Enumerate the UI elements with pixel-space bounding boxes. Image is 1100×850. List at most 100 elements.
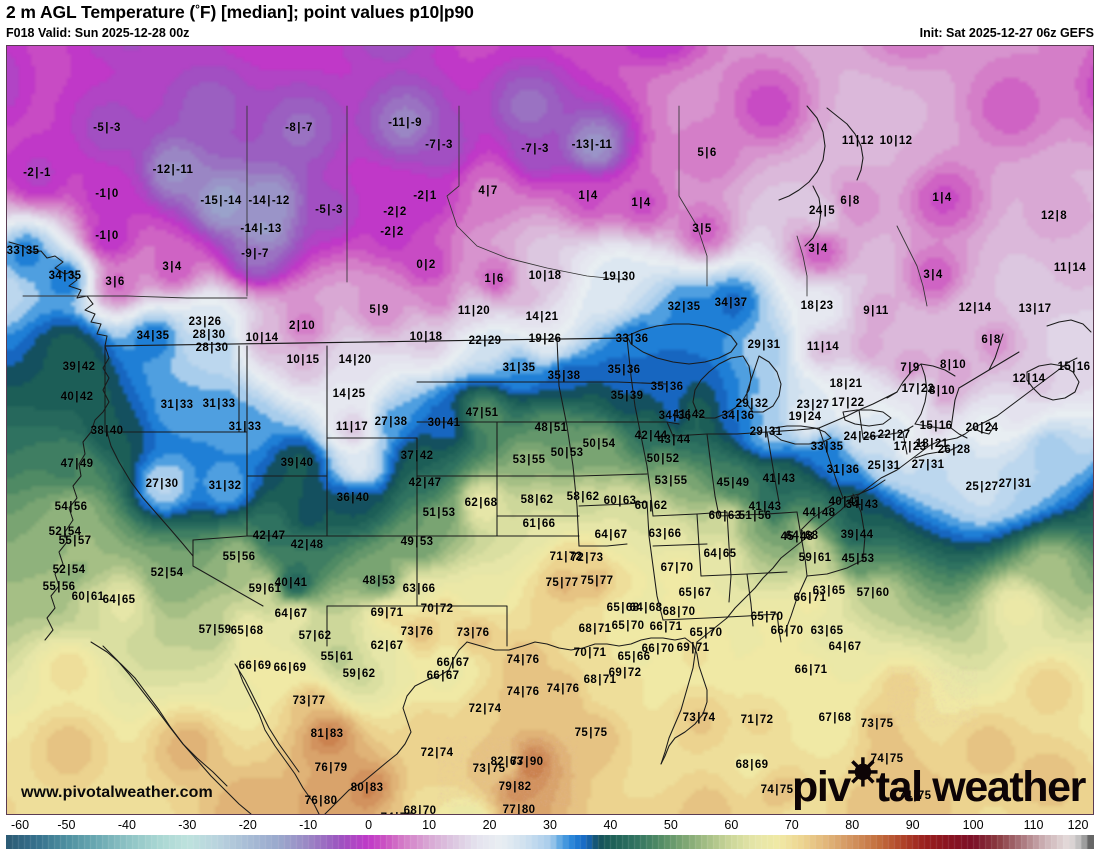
point-p90: 62 — [586, 491, 600, 503]
point-value-label: -12|-11 — [153, 164, 194, 176]
point-p90: 68 — [649, 602, 663, 614]
point-p90: 21 — [545, 311, 559, 323]
brand-text-part1: piv — [792, 763, 850, 812]
point-p10: 23 — [189, 316, 203, 328]
point-p10: 3 — [808, 243, 815, 255]
point-value-label: 28|30 — [196, 342, 229, 354]
point-value-label: 66|70 — [771, 625, 804, 637]
point-value-label: -14|-13 — [240, 223, 281, 235]
point-p90: -11 — [176, 164, 193, 176]
point-value-label: 50|52 — [647, 453, 680, 465]
point-p90: 40 — [110, 425, 124, 437]
point-value-label: 5|6 — [697, 147, 716, 159]
point-value-label: 35|38 — [548, 370, 581, 382]
point-value-label: 53|55 — [655, 475, 688, 487]
point-value-label: 63|66 — [403, 583, 436, 595]
point-value-label: 20|24 — [966, 422, 999, 434]
point-p90: 35 — [68, 270, 82, 282]
point-p10: 1 — [932, 192, 939, 204]
point-value-label: 48|53 — [363, 575, 396, 587]
point-p90: 80 — [324, 795, 338, 807]
point-value-label: 45|49 — [717, 477, 750, 489]
point-value-label: -5|-3 — [315, 204, 343, 216]
colorbar[interactable]: -60 -50 -40 -30 -20 -10 0 10 20 30 40 50 60 70 80 90 100… — [6, 818, 1094, 850]
point-p90: 82 — [518, 781, 532, 793]
point-p10: 48 — [363, 575, 377, 587]
point-value-label: 42|48 — [291, 539, 324, 551]
point-value-label: 23|26 — [189, 316, 222, 328]
point-p10: 14 — [526, 311, 540, 323]
point-p90: 32 — [228, 480, 242, 492]
point-value-label: 19|26 — [529, 333, 562, 345]
point-p90: 4 — [936, 269, 943, 281]
point-p90: 26 — [863, 431, 877, 443]
point-value-label: 68|69 — [736, 759, 769, 771]
point-p90: 49 — [736, 477, 750, 489]
point-value-label: 34|36 — [659, 410, 692, 422]
point-p90: 83 — [370, 782, 384, 794]
point-p90: 14 — [1032, 373, 1046, 385]
point-p90: 70 — [661, 643, 675, 655]
point-p10: -5 — [315, 204, 326, 216]
point-value-label: 73|77 — [293, 695, 326, 707]
point-value-label: 67|68 — [819, 712, 852, 724]
point-p90: 12 — [861, 135, 875, 147]
point-p10: 2 — [289, 320, 296, 332]
point-p10: 61 — [523, 518, 537, 530]
point-p10: 15 — [920, 420, 934, 432]
point-p90: 2 — [400, 206, 407, 218]
point-p90: 43 — [782, 473, 796, 485]
point-p90: 42 — [692, 409, 706, 421]
point-p90: -3 — [332, 204, 343, 216]
point-p10: 65 — [679, 587, 693, 599]
point-p10: 65 — [231, 625, 245, 637]
point-value-label: 64|67 — [829, 641, 862, 653]
point-p10: 55 — [43, 581, 57, 593]
point-p90: 31 — [769, 426, 783, 438]
point-p10: 68 — [579, 623, 593, 635]
point-p10: 64 — [704, 548, 718, 560]
point-value-label: 27|30 — [146, 478, 179, 490]
point-p90: 70 — [631, 620, 645, 632]
point-p90: 41 — [447, 417, 461, 429]
point-p10: 50 — [551, 447, 565, 459]
point-value-label: 51|56 — [739, 510, 772, 522]
point-value-label: 49|53 — [401, 536, 434, 548]
point-p10: 62 — [371, 640, 385, 652]
point-value-label: 74|76 — [547, 683, 580, 695]
point-p90: 76 — [476, 627, 490, 639]
point-value-label: -1|0 — [95, 230, 118, 242]
point-p90: -11 — [595, 139, 612, 151]
point-p10: 70 — [574, 647, 588, 659]
sun-gear-icon — [850, 775, 876, 801]
point-p10: 79 — [499, 781, 513, 793]
point-p10: 31 — [161, 399, 175, 411]
point-p90: 70 — [680, 562, 694, 574]
point-value-label: 40|41 — [275, 577, 308, 589]
map-container[interactable]: -2|-1 -5|-3 -1|0 -1|0 -12|-11 -15|-14 -14|-12-… — [6, 45, 1094, 815]
point-value-label: 12|8 — [1041, 210, 1067, 222]
point-p10: 44 — [803, 507, 817, 519]
point-p10: 11 — [1054, 262, 1067, 274]
point-p10: 63 — [649, 528, 663, 540]
point-value-label: 65|68 — [231, 625, 264, 637]
point-p90: 70 — [794, 814, 808, 815]
point-p90: 30 — [215, 342, 229, 354]
point-p10: 55 — [59, 535, 73, 547]
point-p90: 27 — [897, 429, 911, 441]
point-p90: 53 — [382, 575, 396, 587]
point-value-label: -2|2 — [383, 206, 406, 218]
point-p10: 42 — [409, 477, 423, 489]
point-p90: 4 — [591, 190, 598, 202]
point-value-label: 42|47 — [409, 477, 442, 489]
point-value-label: 22|27 — [878, 429, 911, 441]
point-p10: 74 — [761, 784, 775, 796]
point-value-label: 61|66 — [523, 518, 556, 530]
point-value-label: 11|12 — [842, 135, 874, 147]
point-value-label: 59|61 — [799, 552, 832, 564]
point-p10: 73 — [293, 695, 307, 707]
point-value-label: -11|-9 — [388, 117, 422, 129]
point-value-label: 34|37 — [715, 297, 748, 309]
point-p90: 48 — [822, 507, 836, 519]
point-p10: 74 — [507, 686, 521, 698]
